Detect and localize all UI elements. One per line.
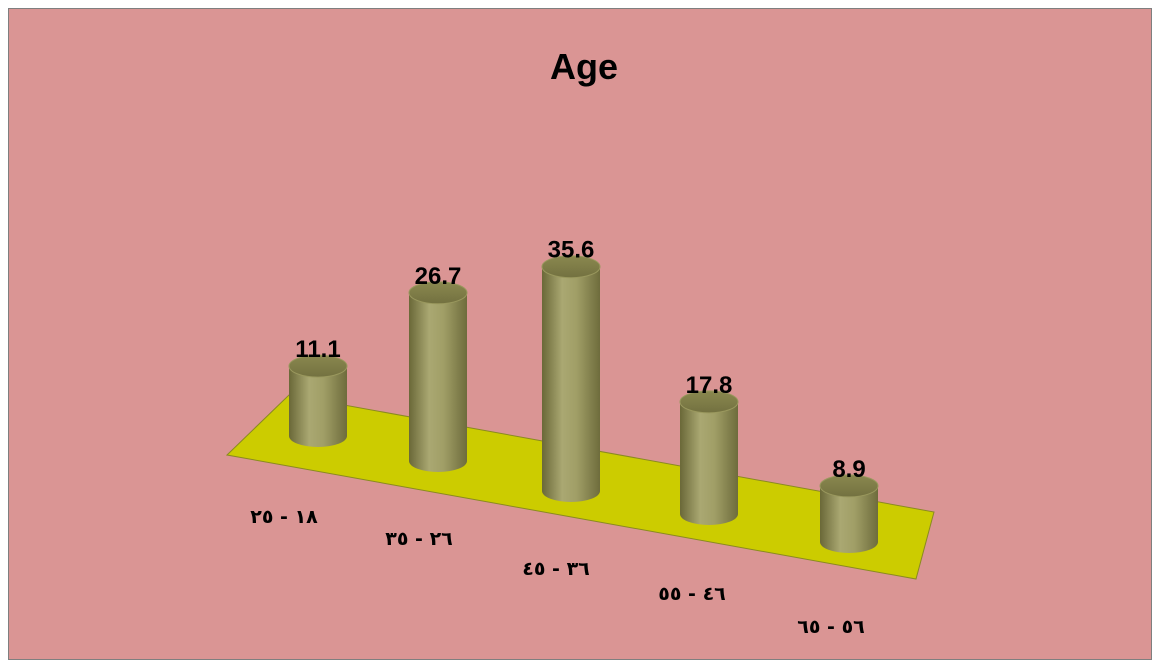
bar-3	[541, 255, 601, 502]
chart-frame: Age 11.1 26.7 35.6 17.8 8.9 ١٨ - ٢٥ ٢٦ - ٣٥ ٣٦…	[8, 8, 1152, 660]
category-label: ٥٦ - ٦٥	[797, 616, 865, 638]
chart-svg: Age 11.1 26.7 35.6 17.8 8.9 ١٨ - ٢٥ ٢٦ - ٣٥ ٣٦…	[9, 9, 1151, 659]
bar-top	[679, 390, 739, 414]
bar-body	[680, 401, 738, 525]
bar-top	[819, 474, 879, 498]
category-label: ١٨ - ٢٥	[250, 506, 318, 528]
bar-body	[820, 485, 878, 553]
bar-top	[408, 281, 468, 305]
bar-2	[408, 281, 468, 472]
bar-5	[819, 474, 879, 553]
chart-title: Age	[550, 46, 618, 87]
bar-1	[288, 354, 348, 447]
bar-top	[541, 255, 601, 279]
bar-body	[409, 292, 467, 472]
value-label: 35.6	[548, 237, 595, 264]
value-label: 11.1	[295, 336, 340, 363]
bar-4	[679, 390, 739, 525]
bar-body	[289, 366, 347, 447]
category-label: ٣٦ - ٤٥	[522, 558, 590, 580]
value-label: 26.7	[415, 263, 462, 290]
value-label: 17.8	[686, 372, 733, 399]
category-labels-group: ١٨ - ٢٥ ٢٦ - ٣٥ ٣٦ - ٤٥ ٤٦ - ٥٥ ٥٦ - ٦٥	[250, 506, 865, 638]
category-label: ٢٦ - ٣٥	[385, 528, 453, 550]
bar-body	[542, 266, 600, 502]
value-labels-group: 11.1 26.7 35.6 17.8 8.9	[295, 237, 865, 483]
bars-group	[288, 255, 879, 553]
value-label: 8.9	[832, 456, 865, 483]
category-label: ٤٦ - ٥٥	[658, 583, 726, 605]
bar-top	[288, 354, 348, 378]
